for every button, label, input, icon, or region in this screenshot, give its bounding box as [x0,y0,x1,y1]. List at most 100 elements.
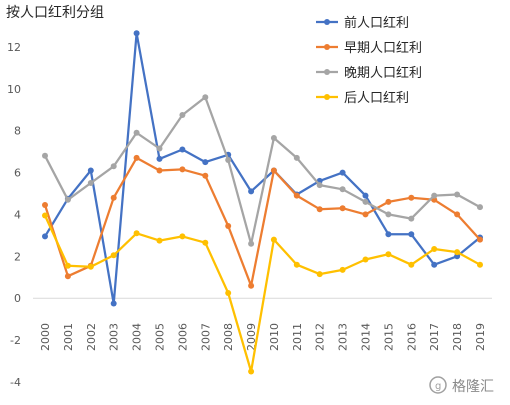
legend-label: 前人口红利 [344,15,409,31]
x-tick-label: 2003 [108,323,121,351]
series-3 [42,94,483,247]
data-point [477,236,483,243]
data-point [179,146,186,153]
data-point [42,152,48,159]
x-tick-label: 2019 [474,323,487,351]
data-point [408,261,415,268]
data-point [385,198,392,205]
x-tick-label: 2002 [85,323,98,351]
data-point [454,191,461,198]
watermark-logo-mark: g [435,381,441,392]
data-point [156,167,163,174]
data-point [477,261,483,268]
legend-marker [324,69,330,75]
data-point [454,253,461,260]
legend-label: 早期人口红利 [344,40,422,56]
x-tick-label: 2011 [291,323,304,351]
watermark-text: 格隆汇 [452,379,494,395]
data-point [408,194,415,201]
data-point [179,166,186,173]
data-point [339,205,346,212]
series-1 [42,30,483,307]
data-point [385,231,392,238]
data-point [293,261,300,268]
x-tick-label: 2017 [428,323,441,351]
data-point [248,368,255,375]
data-point [477,204,483,211]
data-point [179,112,186,118]
data-point [385,211,392,218]
x-tick-label: 2008 [222,323,235,351]
data-point [133,154,140,161]
data-point [248,240,255,247]
x-tick-label: 2001 [62,323,75,351]
chart-title: 按人口红利分组 [6,5,104,21]
y-tick-label: 12 [7,41,21,54]
x-tick-label: 2013 [337,323,350,351]
data-point [316,206,323,213]
x-tick-label: 2000 [39,323,52,351]
data-point [64,262,71,269]
data-point [385,251,392,258]
data-point [110,194,117,201]
data-point [156,237,163,244]
legend-item: 早期人口红利 [316,40,422,56]
data-point [362,256,369,263]
series-line [43,156,481,287]
legend-item: 后人口红利 [316,90,409,106]
data-point [454,211,461,218]
data-point [408,215,415,222]
data-point [270,236,277,243]
x-tick-label: 2006 [176,323,189,351]
data-point [248,188,255,195]
data-point [133,129,140,136]
data-point [431,246,438,252]
data-point [339,186,346,193]
x-tick-label: 2016 [405,323,418,351]
data-point [339,169,346,176]
data-point [408,231,415,238]
data-point [156,155,163,162]
x-tick-label: 2015 [382,323,395,351]
data-point [110,163,117,170]
x-tick-label: 2012 [314,323,327,351]
data-point [179,233,186,240]
data-point [248,282,255,289]
legend-item: 前人口红利 [316,15,409,31]
x-tick-label: 2018 [451,323,464,351]
data-point [362,192,369,199]
data-point [42,202,48,208]
x-tick-label: 2014 [360,323,373,351]
data-point [293,154,300,161]
data-point [270,135,277,141]
data-point [202,94,209,101]
series-line [43,215,481,373]
data-point [133,230,140,237]
data-point [202,159,209,166]
data-point [156,145,163,152]
data-point [64,196,71,203]
data-point [225,223,232,229]
y-axis: -4 -2 0 2 4 6 8 10 12 [7,41,21,389]
data-point [316,182,323,189]
y-tick-label: -4 [10,376,21,389]
data-point [431,192,438,199]
y-tick-label: 8 [14,125,21,138]
x-axis: 2000 2001 2002 2003 2004 2005 2006 2007 2008 2009… [39,323,487,351]
y-tick-label: -2 [10,334,21,347]
legend-label: 后人口红利 [344,90,409,106]
data-point [42,212,48,219]
x-tick-label: 2007 [199,323,212,351]
data-point [339,266,346,273]
data-point [454,249,461,256]
data-point [431,261,438,268]
data-point [316,271,323,278]
data-point [225,290,232,296]
data-point [362,198,369,205]
series-line [44,32,481,305]
x-tick-label: 2005 [153,323,166,351]
y-tick-label: 4 [14,208,21,221]
data-point [64,273,71,280]
